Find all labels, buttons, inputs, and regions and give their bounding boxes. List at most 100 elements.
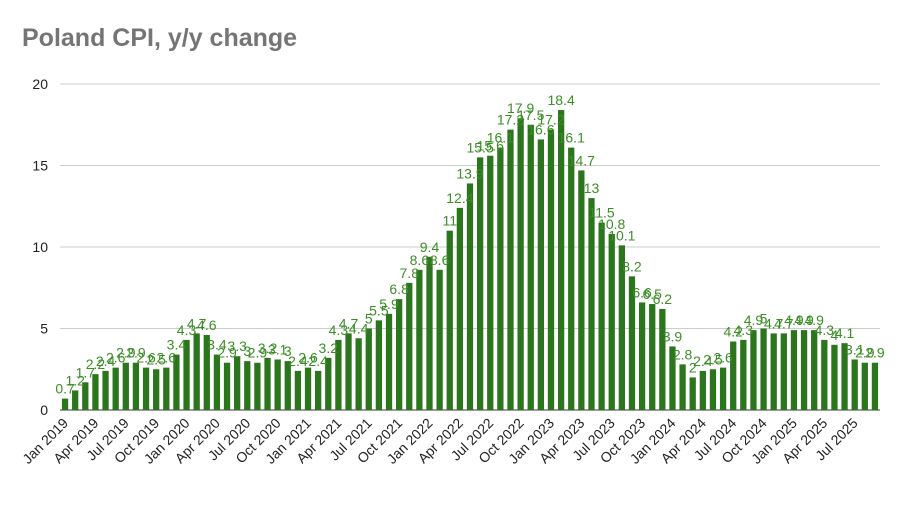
bar-8: [142, 367, 150, 410]
data-label-9: 2.5: [146, 351, 166, 367]
bar-47: [537, 139, 545, 411]
data-label-15: 3.4: [207, 337, 227, 353]
bar-5: [112, 367, 119, 410]
bar-42: [487, 155, 494, 410]
bar-53: [598, 222, 605, 410]
bar-71: [780, 333, 787, 410]
data-label-67: 4.3: [734, 322, 754, 338]
data-label-73: 4.9: [794, 312, 814, 328]
data-label-16: 2.9: [217, 345, 237, 361]
bar-40: [466, 183, 474, 410]
bar-48: [547, 129, 555, 410]
data-label-26: 3.2: [319, 340, 339, 356]
bar-31: [375, 320, 383, 410]
bar-20: [264, 357, 271, 410]
data-label-65: 2.6: [713, 350, 733, 366]
data-label-56: 8.2: [622, 258, 642, 274]
data-label-38: 11: [442, 213, 457, 229]
data-label-45: 17.9: [507, 100, 534, 116]
data-label-60: 3.9: [663, 328, 683, 344]
data-label-19: 2.9: [248, 345, 268, 361]
data-label-49: 18.4: [547, 92, 574, 108]
bar-0: [61, 398, 69, 410]
bar-37: [436, 269, 443, 410]
bar-9: [153, 369, 160, 410]
data-label-4: 2.4: [96, 353, 116, 369]
data-label-71: 4.7: [774, 315, 794, 331]
bar-3: [92, 374, 99, 410]
y-tick-label: 5: [40, 321, 48, 337]
data-label-36: 9.4: [420, 239, 440, 255]
data-label-7: 2.9: [126, 345, 146, 361]
data-label-47: 16.6: [527, 121, 554, 137]
data-label-31: 5.5: [369, 302, 389, 318]
y-tick-label: 15: [32, 158, 48, 174]
data-label-66: 4.2: [723, 324, 743, 340]
data-label-50: 16.1: [558, 130, 585, 146]
bar-50: [568, 147, 575, 410]
data-label-11: 3.4: [167, 337, 187, 353]
data-label-58: 6.5: [642, 286, 662, 302]
data-label-30: 5: [365, 311, 373, 327]
bar-52: [588, 198, 595, 410]
y-tick-label: 10: [32, 239, 48, 255]
bar-61: [679, 364, 686, 410]
bar-4: [102, 370, 109, 410]
data-label-23: 2.4: [288, 353, 308, 369]
data-label-48: 17.2: [537, 112, 564, 128]
data-label-42: 15.6: [477, 138, 504, 154]
bar-55: [618, 245, 625, 410]
bar-72: [790, 330, 798, 410]
data-label-3: 2.2: [86, 356, 106, 372]
bar-79: [861, 362, 868, 410]
bar-45: [517, 118, 524, 410]
y-tick-label: 0: [40, 402, 48, 418]
bar-16: [223, 362, 231, 410]
data-label-22: 3: [284, 343, 292, 359]
bar-13: [193, 333, 200, 410]
data-label-25: 2.4: [308, 353, 328, 369]
bar-65: [719, 367, 727, 410]
bar-28: [345, 333, 352, 410]
bar-12: [183, 339, 190, 410]
data-label-35: 8.6: [410, 252, 430, 268]
data-label-37: 8.6: [430, 252, 450, 268]
data-label-75: 4.3: [815, 322, 835, 338]
bar-67: [740, 339, 747, 410]
y-axis-ticks: 0 5 10 15 20: [32, 76, 48, 418]
data-label-20: 3.2: [258, 340, 278, 356]
bar-78: [851, 359, 858, 410]
data-label-27: 4.3: [329, 322, 349, 338]
bar-38: [446, 230, 453, 410]
data-label-76: 4: [831, 327, 839, 343]
bar-58: [649, 304, 656, 410]
bar-21: [274, 359, 281, 410]
data-label-62: 2: [689, 359, 697, 375]
data-label-21: 3.1: [268, 341, 288, 357]
data-label-24: 2.6: [298, 350, 318, 366]
bar-34: [406, 282, 413, 410]
bar-69: [760, 328, 767, 410]
data-label-80: 2.9: [865, 345, 885, 361]
data-label-51: 14.7: [568, 152, 595, 168]
data-label-77: 4.1: [835, 325, 855, 341]
bar-25: [315, 370, 322, 410]
bar-51: [578, 170, 585, 410]
bar-80: [871, 362, 879, 410]
data-label-32: 5.9: [379, 296, 399, 312]
bars: [61, 110, 879, 411]
bar-63: [699, 370, 706, 410]
bar-17: [234, 356, 241, 410]
bar-62: [689, 377, 696, 410]
data-label-33: 6.8: [389, 281, 409, 297]
data-label-78: 3.1: [845, 341, 865, 357]
data-label-68: 4.9: [744, 312, 764, 328]
bar-35: [416, 269, 423, 410]
data-label-54: 10.8: [598, 216, 625, 232]
bar-57: [638, 302, 646, 410]
bar-15: [213, 354, 221, 410]
bar-14: [203, 335, 210, 410]
